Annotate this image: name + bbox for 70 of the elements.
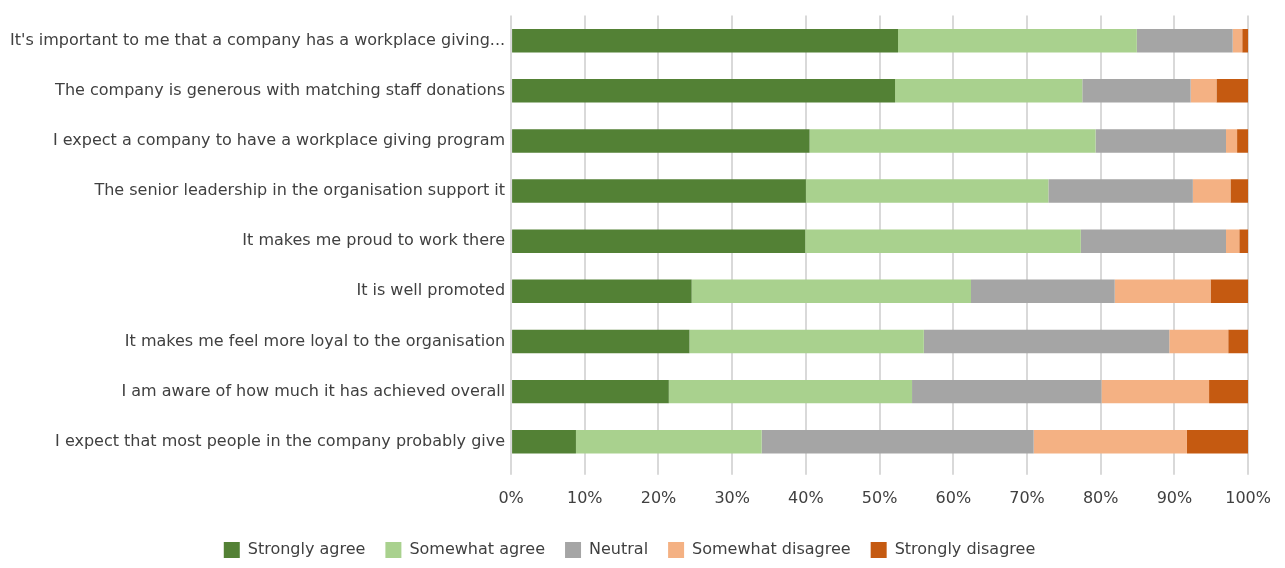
- x-tick-label: 20%: [640, 487, 677, 507]
- bar: [512, 28, 899, 53]
- x-tick-label: 80%: [1082, 487, 1119, 507]
- legend-label: Strongly disagree: [894, 539, 1036, 559]
- bar: [805, 179, 1049, 203]
- bar: [512, 430, 576, 454]
- bar: [1209, 379, 1249, 404]
- y-tick-label: I am aware of how much it has achieved overall: [121, 380, 506, 400]
- bar: [1186, 430, 1249, 454]
- bar: [1082, 79, 1191, 103]
- bar: [1048, 179, 1193, 203]
- y-tick-label: The senior leadership in the organisation support it: [93, 180, 506, 200]
- bar: [1232, 28, 1243, 53]
- x-tick-label: 60%: [935, 487, 972, 507]
- bar: [898, 28, 1137, 53]
- bar: [1210, 279, 1249, 304]
- bar: [805, 229, 1081, 253]
- bar: [512, 179, 806, 203]
- x-tick-label: 10%: [567, 487, 603, 507]
- y-tick-label: I expect that most people in the company probably give: [55, 430, 506, 450]
- bar: [512, 129, 810, 153]
- bar: [1228, 329, 1249, 354]
- bar: [1169, 329, 1229, 354]
- bar: [1192, 179, 1231, 203]
- bar: [809, 129, 1096, 153]
- bar: [575, 430, 762, 454]
- legend-label: Strongly agree: [247, 539, 366, 559]
- bar: [512, 329, 690, 354]
- y-tick-label: It is well promoted: [356, 280, 506, 300]
- bar: [1230, 179, 1249, 203]
- bar: [1190, 79, 1217, 103]
- bar: [1080, 229, 1227, 253]
- bar: [895, 79, 1083, 103]
- bar: [512, 229, 806, 253]
- x-tick-label: 70%: [1009, 487, 1045, 507]
- x-tick-label: 50%: [861, 487, 898, 507]
- bar: [512, 79, 896, 103]
- bar: [1136, 28, 1233, 53]
- bar: [1033, 430, 1187, 454]
- x-tick-label: 40%: [788, 487, 824, 507]
- bar: [1239, 229, 1249, 253]
- bar: [512, 279, 692, 304]
- legend-label: Somewhat disagree: [692, 539, 851, 559]
- bar: [1114, 279, 1211, 304]
- bar: [1095, 129, 1227, 153]
- bar: [512, 379, 669, 404]
- y-tick-label: The company is generous with matching staff donations: [54, 79, 506, 99]
- x-tick-label: 30%: [714, 487, 750, 507]
- y-tick-label: I expect a company to have a workplace giving program: [52, 130, 506, 150]
- bar: [1101, 379, 1210, 404]
- bar: [912, 379, 1102, 404]
- y-tick-label: It's important to me that a company has a workplace giving...: [9, 29, 506, 49]
- y-tick-label: It makes me feel more loyal to the organisation: [124, 330, 506, 350]
- bar: [761, 430, 1034, 454]
- bar: [1216, 79, 1249, 103]
- legend-label: Somewhat agree: [409, 539, 546, 559]
- legend-label: Neutral: [589, 539, 649, 559]
- bar: [1226, 229, 1240, 253]
- bar: [923, 329, 1170, 354]
- bar: [1237, 129, 1249, 153]
- bar: [689, 329, 924, 354]
- bar: [971, 279, 1115, 304]
- y-tick-label: It makes me proud to work there: [242, 230, 506, 250]
- x-tick-label: 90%: [1156, 487, 1193, 507]
- bar: [668, 379, 913, 404]
- bar: [1242, 28, 1249, 53]
- bar: [1226, 129, 1238, 153]
- bar: [691, 279, 971, 304]
- x-tick-label: 0%: [498, 487, 524, 507]
- x-tick-label: 100%: [1225, 487, 1271, 507]
